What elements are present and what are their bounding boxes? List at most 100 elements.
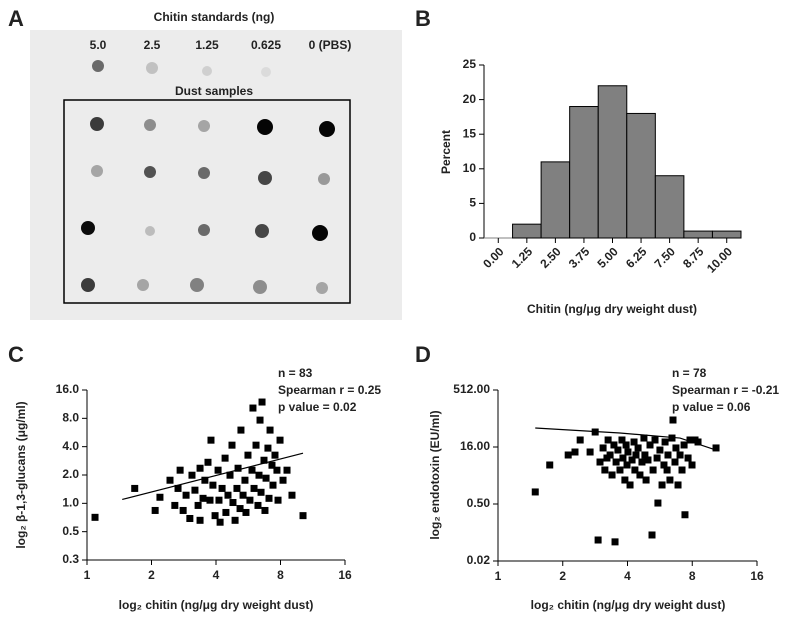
point	[712, 444, 720, 452]
point	[179, 506, 187, 514]
point	[564, 451, 572, 459]
point	[601, 466, 609, 474]
blot-dot	[312, 225, 328, 241]
x-tick-label: 2.50	[537, 244, 564, 271]
y-tick-label: 0	[469, 230, 476, 244]
point	[176, 466, 184, 474]
blot-dot	[255, 224, 269, 238]
point	[231, 516, 239, 524]
y-axis-label: log₂ endotoxin (EU/ml)	[428, 410, 442, 539]
blot: Chitin standards (ng) 5.0 2.5 1.25 0.625…	[30, 10, 402, 320]
point	[201, 476, 209, 484]
point	[632, 451, 640, 459]
point	[250, 484, 258, 492]
point	[273, 466, 281, 474]
point	[266, 426, 274, 434]
point	[672, 444, 680, 452]
blot-dot	[145, 226, 155, 236]
point	[239, 491, 247, 499]
point	[194, 501, 202, 509]
x-axis-label: Chitin (ng/μg dry weight dust)	[527, 302, 697, 316]
blot-dot	[198, 120, 210, 132]
point	[623, 461, 631, 469]
dust-box	[63, 99, 351, 304]
point	[636, 471, 644, 479]
blot-dot	[258, 171, 272, 185]
blot-dot	[198, 167, 210, 179]
point	[260, 456, 268, 464]
point	[269, 481, 277, 489]
point	[674, 481, 682, 489]
point	[228, 441, 236, 449]
point	[271, 451, 279, 459]
point	[656, 446, 664, 454]
x-tick-label: 4	[624, 569, 631, 583]
point	[641, 451, 649, 459]
standard-dots	[92, 60, 271, 77]
point	[191, 486, 199, 494]
blot-dot	[257, 119, 273, 135]
fit-line	[535, 427, 717, 451]
point	[151, 506, 159, 514]
blot-dot	[146, 62, 158, 74]
point	[279, 476, 287, 484]
point	[621, 476, 629, 484]
point	[222, 508, 230, 516]
blot-dot	[144, 119, 156, 131]
point	[236, 505, 244, 513]
point	[166, 476, 174, 484]
point	[255, 471, 263, 479]
point	[614, 446, 622, 454]
y-axis-label: Percent	[439, 130, 453, 174]
point	[299, 512, 307, 520]
point	[634, 444, 642, 452]
point	[618, 436, 626, 444]
bar	[512, 223, 542, 239]
standard-label: 0.625	[251, 38, 281, 52]
point	[640, 434, 648, 442]
y-tick-label: 8.0	[62, 411, 79, 425]
y-tick-label: 2.0	[62, 467, 79, 481]
blot-dot	[81, 221, 95, 235]
panel-label: D	[415, 342, 431, 367]
y-tick-label: 10	[463, 161, 477, 175]
point	[256, 416, 264, 424]
point	[676, 451, 684, 459]
standard-label: 5.0	[90, 38, 107, 52]
point	[91, 513, 99, 521]
x-tick-label: 2	[148, 568, 155, 582]
x-tick-label: 4	[213, 568, 220, 582]
standard-label: 1.25	[195, 38, 219, 52]
y-tick-label: 5	[469, 196, 476, 210]
blot-dot	[144, 166, 156, 178]
point	[599, 444, 607, 452]
point	[171, 501, 179, 509]
point	[215, 496, 223, 504]
point	[257, 488, 265, 496]
dust-dots	[81, 117, 335, 294]
annotation: Spearman r = 0.25	[278, 383, 381, 397]
point	[244, 451, 252, 459]
point	[204, 458, 212, 466]
point	[608, 471, 616, 479]
y-tick-label: 25	[463, 57, 477, 71]
point	[678, 466, 686, 474]
blot-dot	[202, 66, 212, 76]
point	[651, 436, 659, 444]
point	[216, 518, 224, 526]
standard-label: 2.5	[144, 38, 161, 52]
blot-dot	[90, 117, 104, 131]
x-tick-label: 10.00	[704, 244, 735, 275]
point	[156, 493, 164, 501]
point	[684, 454, 692, 462]
y-tick-label: 16.0	[56, 382, 80, 396]
bar	[654, 175, 685, 239]
point	[604, 436, 612, 444]
point	[594, 536, 602, 544]
panel-label: A	[8, 6, 24, 31]
y-tick-label: 0.02	[467, 553, 491, 567]
bar	[711, 230, 742, 239]
point	[680, 441, 688, 449]
bar	[683, 230, 713, 239]
